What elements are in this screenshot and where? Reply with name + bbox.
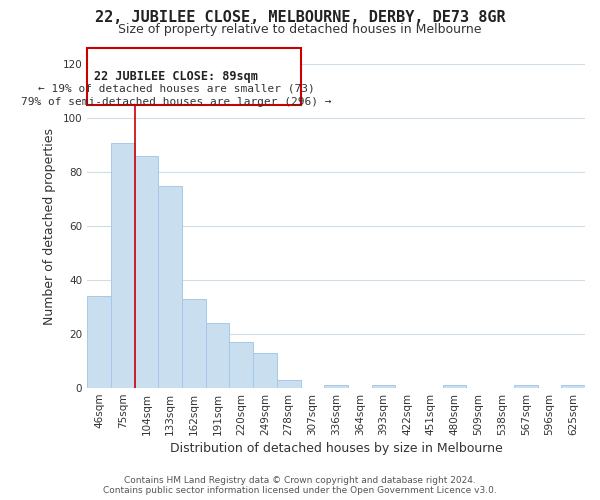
Text: ← 19% of detached houses are smaller (73): ← 19% of detached houses are smaller (73…: [38, 83, 314, 93]
Text: Size of property relative to detached houses in Melbourne: Size of property relative to detached ho…: [118, 22, 482, 36]
Y-axis label: Number of detached properties: Number of detached properties: [43, 128, 56, 324]
Bar: [253, 353, 277, 388]
Bar: [182, 299, 206, 388]
Bar: [87, 296, 111, 388]
Bar: [111, 142, 134, 388]
Text: Contains HM Land Registry data © Crown copyright and database right 2024.
Contai: Contains HM Land Registry data © Crown c…: [103, 476, 497, 495]
Bar: [229, 342, 253, 388]
Bar: [561, 386, 585, 388]
Bar: [443, 386, 466, 388]
Bar: [324, 386, 348, 388]
Text: 22, JUBILEE CLOSE, MELBOURNE, DERBY, DE73 8GR: 22, JUBILEE CLOSE, MELBOURNE, DERBY, DE7…: [95, 10, 505, 25]
Bar: [514, 386, 538, 388]
Bar: [206, 324, 229, 388]
Bar: [277, 380, 301, 388]
Text: 79% of semi-detached houses are larger (296) →: 79% of semi-detached houses are larger (…: [21, 96, 331, 106]
FancyBboxPatch shape: [87, 48, 301, 104]
X-axis label: Distribution of detached houses by size in Melbourne: Distribution of detached houses by size …: [170, 442, 502, 455]
Text: 22 JUBILEE CLOSE: 89sqm: 22 JUBILEE CLOSE: 89sqm: [94, 70, 258, 82]
Bar: [371, 386, 395, 388]
Bar: [158, 186, 182, 388]
Bar: [134, 156, 158, 388]
